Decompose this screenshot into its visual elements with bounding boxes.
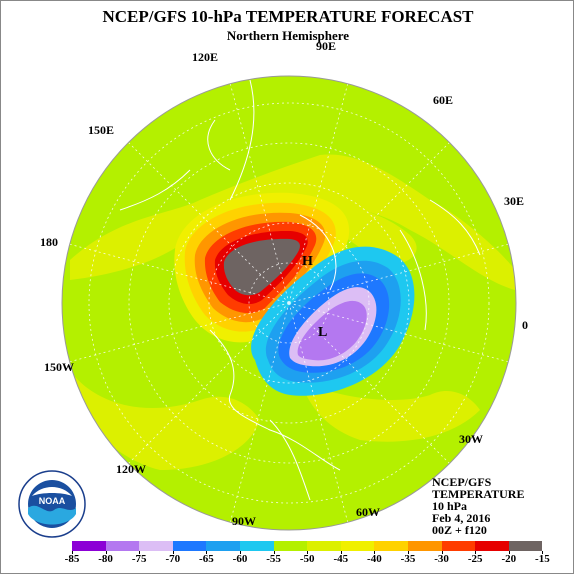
colorbar-swatch [307,541,341,551]
colorbar-tick [408,551,409,554]
colorbar-label: -35 [400,553,416,565]
colorbar-tick [206,551,208,554]
lon-label-60e: 60E [433,93,454,107]
colorbar-label: -60 [232,553,248,565]
info-date: Feb 4, 2016 [432,511,491,525]
colorbar-tick [139,551,141,554]
colorbar-swatch [239,541,274,551]
lon-label-60w: 60W [356,505,380,519]
colorbar-label: -50 [299,553,315,565]
colorbar-label: -25 [467,553,483,565]
colorbar-swatch [407,541,442,551]
band--50d [300,380,480,442]
lon-label-120e: 120E [192,50,219,64]
colorbar-tick [273,551,275,554]
colorbar-label: -40 [367,553,382,565]
band--50 [70,154,515,290]
colorbar-label: -30 [434,553,449,565]
coastlines [119,79,481,501]
colorbar-label: -80 [98,553,113,565]
colorbar-swatch [374,541,408,551]
colorbar-swatch [508,541,543,551]
colorbar-swatch [105,541,140,551]
colorbar-swatch [475,541,509,551]
colorbar-swatch [340,541,375,551]
colorbar-swatch [172,541,207,551]
high-pressure-label: H [302,254,313,269]
colorbar-tick [172,551,174,554]
colorbar-tick [340,551,342,554]
colorbar-label: -20 [501,553,517,565]
colorbar-swatch [72,541,106,551]
colorbar-tick [72,551,73,554]
colorbar-tick [441,551,443,554]
lon-label-30w: 30W [459,432,483,446]
band--50c [70,370,260,470]
low-pressure-label: L [318,325,327,340]
colorbar-tick [307,551,309,554]
latitude-circles [88,102,490,504]
lon-label-120w: 120W [116,462,146,476]
colorbar-label: -55 [266,553,281,565]
svg-text:NOAA: NOAA [39,496,66,506]
colorbar-swatch [139,541,173,551]
info-model: NCEP/GFS [432,475,492,489]
colorbar-swatch [273,541,308,551]
colorbar-swatch [441,541,476,551]
map-border [61,75,517,531]
band--20 [223,238,300,296]
lon-label-150w: 150W [44,360,74,374]
colorbar-tick [105,551,107,554]
lon-label-90w: 90W [232,514,256,528]
colorbar-label: -85 [64,553,80,565]
lon-label-180: 180 [40,235,58,249]
forecast-info-block: NCEP/GFS TEMPERATURE 10 hPa Feb 4, 2016 … [432,476,524,536]
chart-subtitle: Northern Hemisphere [226,28,350,43]
lon-label-0: 0 [522,318,528,332]
band--80 [297,300,367,361]
colorbar-tick [475,551,477,554]
chart-title: NCEP/GFS 10-hPa TEMPERATURE FORECAST [102,7,474,26]
noaa-logo: NOAA [18,470,86,538]
colorbar-tick [508,551,510,554]
colorbar-tick [542,551,544,554]
colorbar-tick [240,551,241,554]
lon-label-30e: 30E [504,194,525,208]
lon-label-150e: 150E [88,123,115,137]
colorbar-label: -65 [199,553,214,565]
colorbar-label: -45 [333,553,349,565]
colorbar [72,541,543,551]
info-level: 10 hPa [432,499,468,513]
colorbar-label: -15 [535,553,550,565]
info-forecast-hour: 00Z + f120 [432,523,487,537]
lon-label-90e: 90E [316,39,337,53]
colorbar-label: -70 [165,553,181,565]
colorbar-label: -75 [131,553,147,565]
colorbar-tick [374,551,376,554]
info-variable: TEMPERATURE [432,487,525,501]
colorbar-swatch [206,541,240,551]
